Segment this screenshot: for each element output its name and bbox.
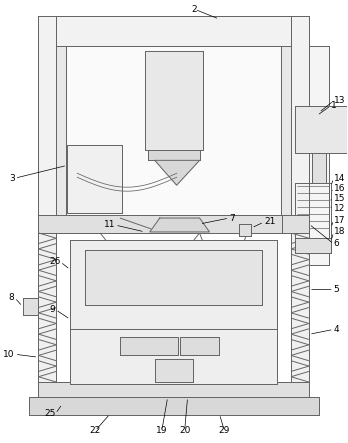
Bar (67, 145, 122, 213)
Polygon shape (150, 218, 209, 232)
Bar (70, 330, 277, 384)
Bar (39, 215, 309, 233)
Bar (23, 298, 39, 315)
Bar (29, 397, 319, 415)
Bar (312, 153, 326, 183)
Bar (39, 382, 309, 397)
Bar (39, 215, 309, 233)
Bar (239, 224, 251, 236)
Bar (39, 233, 56, 382)
Bar (312, 153, 326, 183)
Text: 3: 3 (9, 174, 15, 183)
Bar (309, 46, 329, 265)
Text: 14: 14 (334, 174, 345, 183)
Bar (29, 397, 319, 415)
Bar (70, 240, 277, 330)
Bar (66, 46, 281, 215)
Bar (39, 16, 56, 215)
Text: 6: 6 (334, 239, 340, 249)
Bar (295, 183, 331, 238)
Bar (56, 46, 66, 215)
Text: 20: 20 (179, 426, 190, 435)
Bar (295, 238, 331, 253)
Bar (39, 233, 56, 382)
Text: 16: 16 (334, 184, 345, 193)
Bar (56, 46, 66, 215)
Bar (239, 224, 251, 236)
Bar (309, 46, 329, 265)
Text: 10: 10 (3, 350, 15, 359)
Text: 18: 18 (334, 227, 345, 237)
Text: 4: 4 (334, 325, 339, 334)
Text: 17: 17 (334, 215, 345, 225)
Text: 19: 19 (156, 426, 167, 435)
Text: 2: 2 (192, 5, 197, 14)
Bar (39, 16, 56, 215)
Bar (39, 16, 309, 46)
Bar (145, 51, 203, 151)
Bar (295, 106, 347, 153)
Bar (282, 215, 309, 233)
Bar (291, 233, 309, 382)
Bar (70, 240, 277, 330)
Bar (282, 215, 309, 233)
Text: 9: 9 (50, 305, 55, 314)
Text: 26: 26 (49, 257, 60, 266)
Text: 7: 7 (229, 214, 235, 222)
Text: 1: 1 (331, 101, 337, 110)
Bar (291, 233, 309, 382)
Text: 29: 29 (219, 426, 230, 435)
Bar (155, 359, 192, 382)
Bar (281, 46, 291, 215)
Text: 22: 22 (89, 426, 101, 435)
Bar (120, 337, 178, 355)
Bar (281, 46, 291, 215)
Text: 13: 13 (334, 96, 345, 105)
Bar (120, 337, 178, 355)
Bar (39, 16, 309, 46)
Circle shape (316, 124, 326, 135)
Bar (145, 51, 203, 151)
Text: 11: 11 (104, 221, 115, 229)
Bar (39, 382, 309, 397)
Bar (180, 337, 220, 355)
Text: 5: 5 (334, 285, 340, 294)
Bar (148, 151, 199, 160)
Text: 8: 8 (9, 293, 15, 302)
Bar (148, 151, 199, 160)
Bar (291, 16, 309, 215)
Bar (85, 250, 262, 304)
Bar (291, 16, 309, 215)
Bar (66, 46, 281, 215)
Bar (23, 298, 39, 315)
Bar (180, 337, 220, 355)
Bar (295, 238, 331, 253)
Bar (155, 359, 192, 382)
Text: 15: 15 (334, 194, 345, 202)
Bar (70, 330, 277, 384)
Text: 21: 21 (264, 218, 276, 226)
Bar (85, 250, 262, 304)
Bar (295, 183, 331, 238)
Bar (295, 106, 347, 153)
Text: 12: 12 (334, 204, 345, 213)
Bar (67, 145, 122, 213)
Polygon shape (155, 160, 199, 185)
Text: 25: 25 (44, 409, 55, 418)
